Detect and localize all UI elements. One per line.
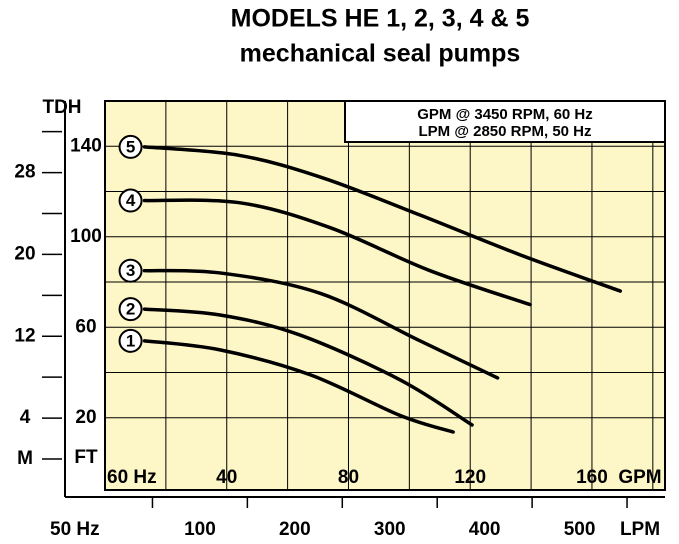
x-tick-label: 160 <box>576 467 608 488</box>
x2-tick-label: 200 <box>279 519 311 540</box>
y-tick-label: 100 <box>70 226 102 247</box>
chart-title: MODELS HE 1, 2, 3, 4 & 5 <box>231 5 530 33</box>
plot-area <box>105 101 665 490</box>
x2-unit: LPM <box>620 519 660 540</box>
curve-label: 2 <box>126 300 135 319</box>
curve-label-circle <box>118 188 143 213</box>
y2-tick-label: 4 <box>20 407 31 428</box>
curve-label-circle <box>118 297 143 322</box>
y-axis-label: TDH <box>42 97 81 118</box>
chart-title: mechanical seal pumps <box>240 40 521 68</box>
curve-label: 4 <box>126 191 136 210</box>
curve-label-circle <box>118 134 143 159</box>
y2-tick-label: 12 <box>14 325 35 346</box>
legend-text: GPM @ 3450 RPM, 60 Hz <box>417 106 593 123</box>
x2-tick-label: 300 <box>374 519 406 540</box>
x2-tick-label: 400 <box>469 519 501 540</box>
curve <box>142 307 474 427</box>
y-unit: FT <box>74 447 98 468</box>
y-tick-label: 20 <box>75 407 96 428</box>
curve <box>142 145 623 293</box>
curve-label: 1 <box>126 331 135 350</box>
x2-tick-label: 50 Hz <box>50 519 100 540</box>
grid <box>105 101 665 490</box>
x2-tick-label: 500 <box>564 519 596 540</box>
legend-text: LPM @ 2850 RPM, 50 Hz <box>418 123 591 140</box>
curve <box>142 198 532 307</box>
x-unit: GPM <box>618 467 661 488</box>
x-tick-label: 80 <box>338 467 359 488</box>
curve-label-circle <box>118 328 143 353</box>
x-tick-label: 60 Hz <box>107 467 157 488</box>
y2-unit: M <box>17 448 33 469</box>
y2-tick-label: 28 <box>14 162 35 183</box>
plot-border <box>104 100 666 491</box>
y-tick-label: 140 <box>70 135 102 156</box>
x2-tick-label: 100 <box>184 519 216 540</box>
curve <box>142 339 455 434</box>
curve-label: 3 <box>126 261 135 280</box>
curve-label-circle <box>118 258 143 283</box>
x-tick-label: 40 <box>216 467 237 488</box>
curve <box>142 268 500 380</box>
legend-box <box>344 100 666 143</box>
y-tick-label: 60 <box>75 316 96 337</box>
y2-tick-label: 20 <box>14 243 35 264</box>
x-tick-label: 120 <box>454 467 486 488</box>
curve-label: 5 <box>126 137 135 156</box>
